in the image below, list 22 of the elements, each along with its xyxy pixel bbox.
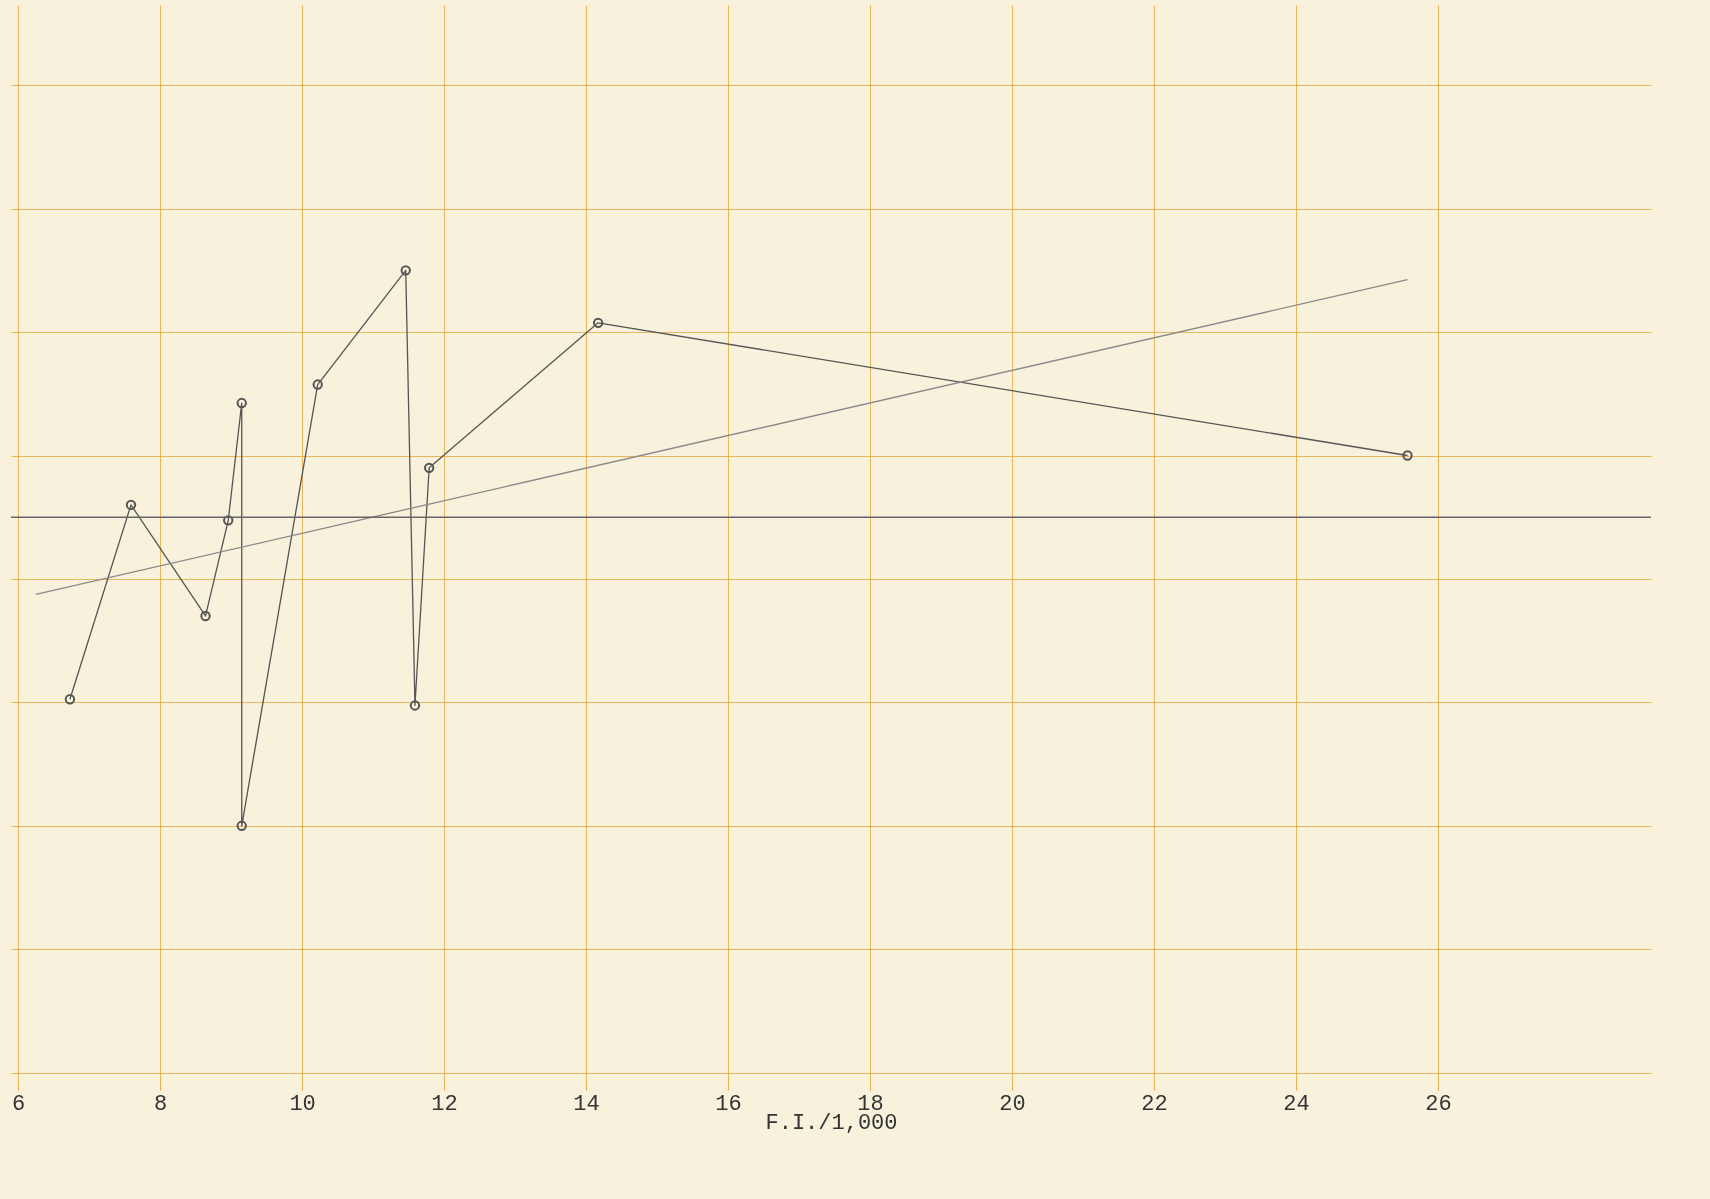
- x-tick-label: 10: [289, 1091, 316, 1117]
- x-tick-label: 14: [573, 1091, 600, 1117]
- point: [312, 379, 323, 390]
- point: [409, 700, 421, 711]
- x-tick-label: 26: [1425, 1091, 1452, 1117]
- x-tick-label: 6: [12, 1091, 26, 1117]
- point: [64, 694, 76, 705]
- point: [400, 265, 411, 276]
- point: [200, 610, 211, 622]
- x-tick-label: 16: [715, 1091, 742, 1117]
- point: [223, 515, 234, 526]
- x-tick-label: 8: [153, 1091, 168, 1117]
- point: [423, 462, 435, 474]
- point: [1402, 450, 1413, 461]
- x-tick-label: 12: [431, 1091, 458, 1117]
- point: [236, 820, 247, 831]
- point: [236, 397, 247, 409]
- point: [592, 317, 604, 328]
- x-tick-label: 24: [1283, 1091, 1310, 1117]
- point: [125, 499, 137, 511]
- x-tick-label: 20: [999, 1091, 1026, 1117]
- x-tick-label: 22: [1141, 1091, 1168, 1117]
